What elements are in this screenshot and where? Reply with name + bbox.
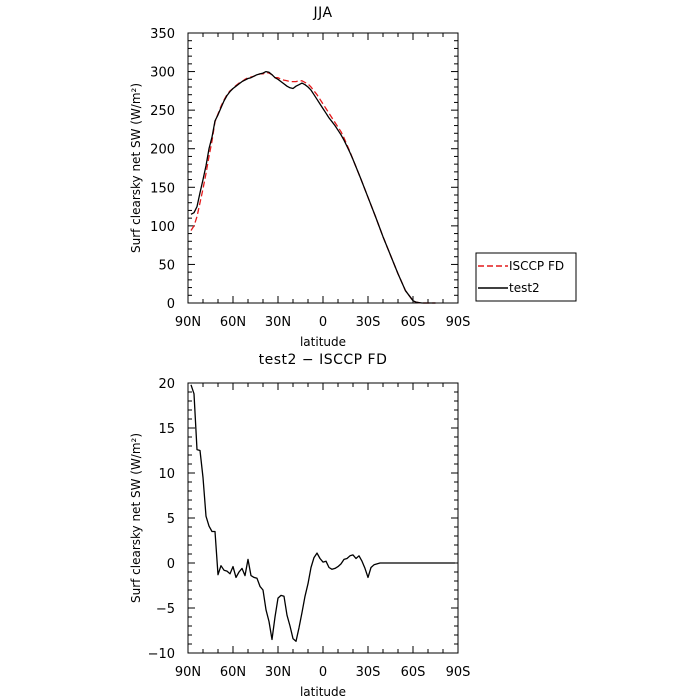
x-tick-label: 90N	[175, 315, 201, 330]
y-tick-label: −10	[148, 647, 175, 662]
legend: ISCCP FD test2	[475, 252, 577, 302]
y-tick-label: 0	[167, 557, 175, 572]
y-tick-label: 100	[150, 220, 175, 235]
y-tick-label: 0	[167, 297, 175, 312]
top-series-lines	[190, 70, 436, 304]
y-tick-label: 200	[150, 143, 175, 158]
y-tick-label: 150	[150, 181, 175, 196]
legend-label-isccp: ISCCP FD	[509, 259, 564, 273]
bottom-plot-frame	[187, 382, 459, 654]
x-tick-label: 60S	[401, 315, 426, 330]
bottom-panel: test2 − ISCCP FD 90N 60N 30N 0 30S 60S 90S −10 −…	[129, 352, 470, 699]
top-y-axis-label: Surf clearsky net SW (W/m²)	[129, 83, 143, 253]
top-plot-frame	[187, 32, 459, 304]
top-chart-title: JJA	[312, 5, 332, 21]
x-tick-label: 90S	[446, 665, 471, 680]
y-tick-label: 50	[158, 258, 175, 273]
x-tick-label: 90S	[446, 315, 471, 330]
y-tick-label: 300	[150, 66, 175, 81]
legend-box	[475, 252, 577, 302]
y-tick-label: −5	[156, 602, 175, 617]
top-ticks: 90N 60N 30N 0 30S 60S 90S 0 50 100 150 200 250 300 350	[150, 27, 470, 330]
y-tick-label: 10	[158, 467, 175, 482]
series-line-test2	[190, 70, 436, 304]
bottom-ticks: 90N 60N 30N 0 30S 60S 90S −10 −5 0 5 10 15 20	[148, 377, 471, 680]
y-tick-label: 20	[158, 377, 175, 392]
x-tick-label: 30N	[265, 665, 291, 680]
x-tick-label: 30N	[265, 315, 291, 330]
y-tick-label: 5	[167, 512, 175, 527]
bottom-chart-title: test2 − ISCCP FD	[259, 352, 388, 368]
x-tick-label: 0	[319, 315, 327, 330]
bottom-x-axis-label: latitude	[300, 685, 346, 699]
x-tick-label: 30S	[356, 665, 381, 680]
series-line-1-0	[190, 384, 455, 642]
series-line-isccp-fd	[190, 71, 436, 304]
y-tick-label: 250	[150, 104, 175, 119]
x-tick-label: 30S	[356, 315, 381, 330]
x-tick-label: 60S	[401, 665, 426, 680]
legend-label-test2: test2	[509, 281, 540, 295]
x-tick-label: 0	[319, 665, 327, 680]
y-tick-label: 15	[158, 422, 175, 437]
x-tick-label: 60N	[220, 315, 246, 330]
top-x-axis-label: latitude	[300, 335, 346, 349]
x-tick-label: 90N	[175, 665, 201, 680]
bottom-series-lines	[190, 384, 455, 642]
top-panel: JJA 90N 60N 30N 0 30S 60S 90S 0 50 100 150 200 250 30…	[129, 5, 577, 349]
y-tick-label: 350	[150, 27, 175, 42]
x-tick-label: 60N	[220, 665, 246, 680]
bottom-y-axis-label: Surf clearsky net SW (W/m²)	[129, 433, 143, 603]
